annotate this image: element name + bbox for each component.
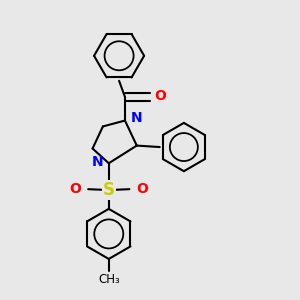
Text: O: O [136,182,148,196]
Text: N: N [92,155,103,169]
Text: N: N [130,111,142,125]
Text: O: O [154,88,166,103]
Text: S: S [103,181,115,199]
Text: CH₃: CH₃ [98,273,120,286]
Text: O: O [70,182,81,196]
